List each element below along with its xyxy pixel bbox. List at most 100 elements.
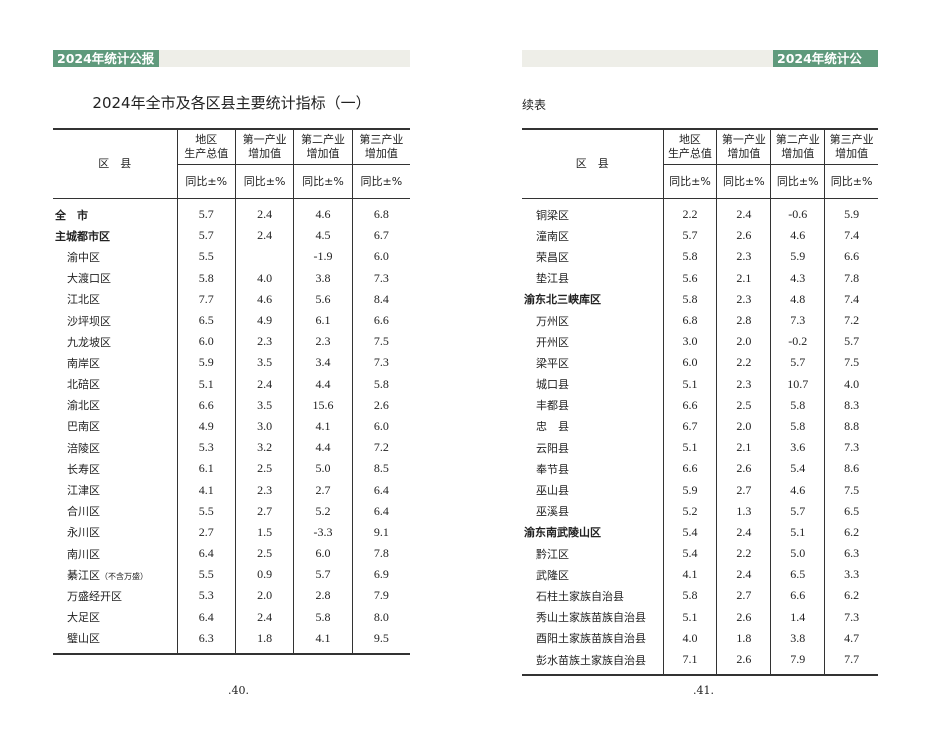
table-row: 石柱土家族自治县 5.8 2.7 6.6 6.2 (522, 585, 878, 607)
value-tertiary: 6.8 (351, 198, 410, 226)
header-unit: 同比±% (716, 164, 771, 199)
region-name: 万盛经开区 (53, 585, 177, 606)
value-secondary: -0.6 (770, 198, 825, 226)
value-gdp: 5.7 (176, 198, 236, 226)
value-primary: 2.4 (716, 521, 771, 543)
table-row: 垫江县 5.6 2.1 4.3 7.8 (522, 267, 878, 289)
value-secondary: 4.6 (293, 198, 353, 226)
value-gdp: 5.5 (176, 564, 236, 586)
value-tertiary: 8.0 (351, 606, 410, 628)
value-secondary: 4.1 (293, 415, 353, 438)
value-secondary: 4.6 (770, 225, 825, 247)
value-secondary: 7.3 (770, 309, 825, 332)
table-row: 武隆区 4.1 2.4 6.5 3.3 (522, 564, 878, 586)
value-secondary: 4.6 (770, 479, 825, 501)
header-line: 增加值 (781, 147, 815, 160)
value-secondary: 5.8 (770, 394, 825, 416)
value-gdp: 6.4 (176, 543, 236, 565)
table-row: 渝东北三峡库区 5.8 2.3 4.8 7.4 (522, 288, 878, 310)
table-row: 渝中区 5.5 -1.9 6.0 (53, 246, 410, 268)
region-label: 江津区 (67, 485, 100, 498)
region-name: 南川区 (53, 543, 177, 564)
value-tertiary: 9.5 (351, 627, 410, 655)
table-row: 全 市 5.7 2.4 4.6 6.8 (53, 198, 410, 226)
region-name: 巫溪县 (522, 501, 663, 522)
region-label: 渝北区 (67, 400, 100, 413)
region-name: 彭水苗族土家族自治县 (522, 648, 663, 677)
region-name: 沙坪坝区 (53, 310, 177, 331)
value-primary: 2.5 (716, 394, 771, 416)
table-row: 璧山区 6.3 1.8 4.1 9.5 (53, 627, 410, 655)
region-label: 荣昌区 (536, 251, 569, 264)
value-primary: 0.9 (234, 564, 294, 586)
region-name: 垫江县 (522, 268, 663, 289)
table-row: 渝东南武陵山区 5.4 2.4 5.1 6.2 (522, 521, 878, 543)
region-name: 秀山土家族苗族自治县 (522, 607, 663, 628)
value-gdp: 5.9 (662, 479, 717, 501)
value-tertiary: 2.6 (351, 394, 410, 416)
continued-label: 续表 (522, 98, 547, 112)
value-secondary: -3.3 (293, 521, 353, 543)
region-label: 秀山土家族苗族自治县 (536, 612, 646, 625)
value-gdp: 2.7 (176, 521, 236, 543)
region-label: 石柱土家族自治县 (536, 590, 624, 603)
value-tertiary: 5.7 (824, 331, 878, 353)
value-tertiary: 8.3 (824, 394, 878, 416)
header-region: 区 县 (522, 128, 663, 199)
value-secondary: 5.1 (770, 521, 825, 543)
region-label: 合川区 (67, 506, 100, 519)
value-secondary: 5.9 (770, 246, 825, 268)
header-unit: 同比±% (770, 164, 825, 199)
header-gdp: 地区 生产总值 (662, 128, 717, 165)
value-primary: 2.3 (234, 331, 294, 353)
value-primary: 2.3 (716, 373, 771, 395)
region-label: 渝东南武陵山区 (524, 527, 601, 540)
value-primary (234, 246, 294, 268)
value-tertiary: 6.0 (351, 415, 410, 438)
value-secondary: -1.9 (293, 246, 353, 268)
value-gdp: 7.7 (176, 288, 236, 310)
value-secondary: 5.7 (770, 352, 825, 374)
value-secondary: 4.4 (293, 437, 353, 459)
value-tertiary: 7.2 (351, 437, 410, 459)
value-tertiary: 6.6 (824, 246, 878, 268)
value-gdp: 5.5 (176, 500, 236, 522)
value-gdp: 5.8 (662, 585, 717, 607)
region-label: 主城都市区 (55, 230, 110, 243)
region-label: 綦江区 (67, 569, 100, 582)
table-row: 巫山县 5.9 2.7 4.6 7.5 (522, 479, 878, 501)
value-secondary: 5.8 (770, 415, 825, 438)
header-unit: 同比±% (234, 164, 294, 199)
value-gdp: 5.1 (176, 373, 236, 395)
region-label: 大足区 (67, 612, 100, 625)
region-name: 璧山区 (53, 627, 177, 655)
value-gdp: 7.1 (662, 648, 717, 677)
region-label: 丰都县 (536, 400, 569, 413)
value-tertiary: 7.3 (824, 437, 878, 459)
value-tertiary: 7.4 (824, 225, 878, 247)
region-name: 大足区 (53, 607, 177, 628)
value-tertiary: 7.5 (824, 479, 878, 501)
value-secondary: -0.2 (770, 331, 825, 353)
value-secondary: 6.0 (293, 543, 353, 565)
value-gdp: 5.3 (176, 437, 236, 459)
value-secondary: 4.4 (293, 373, 353, 395)
value-tertiary: 6.6 (351, 309, 410, 332)
value-primary: 2.6 (716, 225, 771, 247)
value-gdp: 5.8 (176, 267, 236, 289)
value-tertiary: 6.0 (351, 246, 410, 268)
value-primary: 2.7 (234, 500, 294, 522)
value-tertiary: 8.5 (351, 458, 410, 480)
header-region: 区 县 (53, 128, 177, 199)
value-tertiary: 7.3 (351, 267, 410, 289)
region-name: 永川区 (53, 522, 177, 543)
value-gdp: 5.8 (662, 246, 717, 268)
value-primary: 2.2 (716, 352, 771, 374)
value-primary: 2.4 (716, 564, 771, 586)
value-primary: 2.4 (234, 606, 294, 628)
region-label: 巫山县 (536, 485, 569, 498)
region-name: 巫山县 (522, 479, 663, 500)
header-gdp: 地区 生产总值 (176, 128, 236, 165)
header-badge: 2024年统计公报 (773, 50, 878, 83)
region-label: 大渡口区 (67, 273, 111, 286)
